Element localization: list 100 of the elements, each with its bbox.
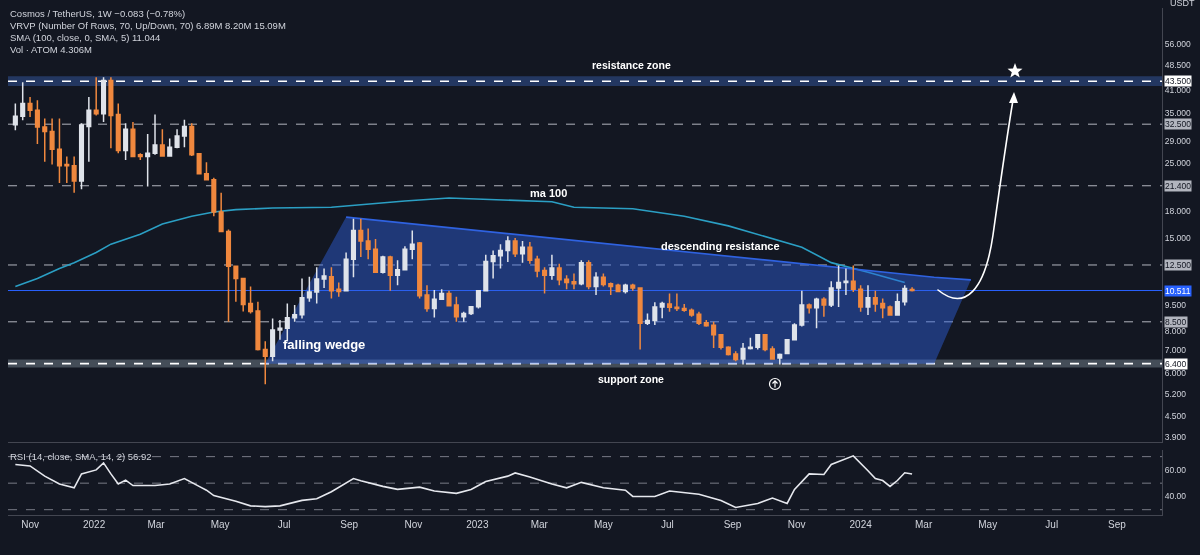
ref-line-label: 10.511 bbox=[1165, 286, 1191, 296]
candlestick bbox=[34, 99, 40, 145]
candlestick bbox=[828, 280, 834, 308]
candlestick bbox=[556, 263, 562, 286]
candlestick bbox=[549, 253, 555, 281]
candlestick bbox=[534, 255, 540, 279]
candlestick bbox=[387, 255, 393, 292]
candlestick bbox=[578, 259, 584, 286]
candlestick bbox=[762, 333, 768, 353]
candlestick bbox=[666, 292, 673, 313]
candlestick bbox=[20, 81, 26, 121]
candlestick bbox=[358, 218, 364, 258]
candlestick bbox=[380, 255, 386, 275]
candlestick bbox=[600, 272, 606, 288]
candlestick bbox=[593, 271, 599, 296]
annotation: falling wedge bbox=[283, 337, 366, 352]
candlestick bbox=[615, 283, 621, 293]
ref-line-label: 43.500 bbox=[1165, 76, 1192, 86]
x-tick-label: Jul bbox=[661, 519, 674, 530]
candlestick bbox=[372, 238, 379, 274]
x-tick-label: May bbox=[210, 519, 230, 530]
candlestick bbox=[711, 321, 717, 349]
line-series bbox=[14, 197, 906, 288]
y-tick-label: 56.000 bbox=[1164, 38, 1191, 49]
x-tick-label: Nov bbox=[787, 519, 806, 530]
candlestick bbox=[902, 284, 908, 307]
candlestick bbox=[196, 152, 202, 176]
candlestick bbox=[42, 117, 48, 163]
candlestick bbox=[483, 253, 489, 293]
candlestick bbox=[108, 76, 114, 150]
candlestick bbox=[417, 241, 423, 300]
candlestick bbox=[586, 259, 592, 291]
candlestick bbox=[328, 266, 334, 300]
y-tick-label: 35.000 bbox=[1164, 108, 1191, 119]
candlestick bbox=[637, 286, 643, 351]
ref-line-label: 32.500 bbox=[1165, 119, 1192, 129]
candlestick bbox=[439, 288, 445, 301]
y-tick-label: 6.000 bbox=[1164, 368, 1187, 379]
candlestick bbox=[336, 281, 342, 298]
candlestick bbox=[718, 333, 724, 351]
x-tick-label: Mar bbox=[915, 519, 933, 530]
candlestick bbox=[880, 297, 886, 319]
candlestick bbox=[189, 122, 195, 157]
candlestick bbox=[505, 235, 511, 263]
candlestick bbox=[740, 342, 746, 366]
candlestick bbox=[402, 245, 408, 272]
y-tick-label: 9.500 bbox=[1164, 300, 1187, 311]
candlestick bbox=[872, 289, 878, 313]
candlestick bbox=[784, 338, 790, 355]
candlestick bbox=[468, 305, 474, 316]
candlestick bbox=[71, 155, 77, 194]
candlestick bbox=[777, 352, 783, 366]
candlestick bbox=[497, 243, 504, 270]
candlestick bbox=[203, 161, 210, 182]
chart-title: Cosmos / TetherUS, 1W −0.083 (−0.78%) bbox=[10, 8, 187, 20]
candlestick bbox=[850, 264, 856, 293]
candlestick bbox=[542, 266, 548, 295]
candlestick bbox=[725, 345, 731, 357]
candlestick bbox=[225, 228, 232, 323]
candlestick bbox=[799, 289, 805, 328]
candlestick bbox=[314, 266, 320, 305]
candlestick bbox=[365, 227, 371, 260]
x-tick-label: Jul bbox=[1045, 519, 1059, 530]
ref-line-label: 21.400 bbox=[1165, 181, 1192, 191]
candlestick bbox=[350, 218, 357, 279]
candlestick bbox=[887, 304, 893, 317]
candlestick bbox=[56, 117, 62, 184]
candlestick bbox=[395, 259, 401, 286]
y-tick-label: 4.500 bbox=[1164, 410, 1187, 421]
candlestick bbox=[299, 277, 305, 320]
candlestick bbox=[836, 264, 842, 308]
x-tick-label: Sep bbox=[340, 519, 359, 530]
x-tick-label: Sep bbox=[723, 519, 742, 530]
candlestick bbox=[747, 336, 753, 351]
candlestick bbox=[270, 317, 276, 363]
candlestick bbox=[431, 289, 437, 319]
x-tick-label: 2023 bbox=[466, 519, 489, 530]
candlestick bbox=[821, 296, 827, 318]
y-axis-title: USDT bbox=[1170, 0, 1195, 8]
candlestick bbox=[424, 284, 430, 313]
candlestick bbox=[240, 277, 246, 313]
x-tick-label: May bbox=[593, 519, 613, 530]
text: VRVP (Number Of Rows, 70, Up/Down, 70) 6.89M 8.20M 15.09M bbox=[10, 20, 286, 32]
x-tick-label: 2022 bbox=[82, 519, 106, 530]
candlestick bbox=[159, 128, 165, 158]
x-tick-label: Mar bbox=[530, 519, 549, 530]
candlestick bbox=[101, 76, 107, 123]
candlestick bbox=[659, 300, 665, 319]
x-tick-label: 2024 bbox=[849, 519, 873, 530]
candlestick bbox=[211, 176, 217, 217]
band-label: resistance zone bbox=[592, 59, 671, 71]
candlestick bbox=[130, 121, 136, 158]
y-tick-label: 60.00 bbox=[1164, 464, 1187, 475]
y-tick-label: 3.900 bbox=[1164, 431, 1187, 442]
candlestick bbox=[255, 300, 261, 352]
candlestick bbox=[49, 117, 55, 166]
y-tick-label: 25.000 bbox=[1164, 157, 1191, 168]
candlestick bbox=[78, 122, 85, 190]
candlestick bbox=[894, 292, 900, 317]
candlestick bbox=[490, 249, 496, 280]
